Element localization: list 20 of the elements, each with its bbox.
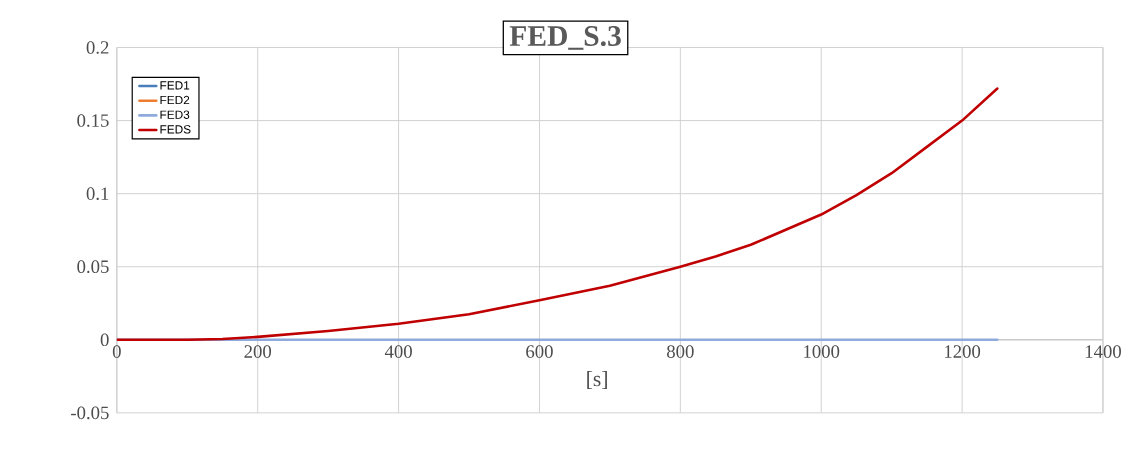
y-tick-label: 0 xyxy=(100,333,109,346)
legend-label: FEDS xyxy=(160,124,191,134)
x-tick-label: 400 xyxy=(384,345,412,358)
x-tick-label: 800 xyxy=(667,345,694,358)
y-tick-label: 0.05 xyxy=(77,260,109,273)
y-tick-label: 0.1 xyxy=(86,187,109,200)
x-tick-label: 1200 xyxy=(945,345,981,358)
legend-label: FED3 xyxy=(160,110,190,119)
x-tick-label: 200 xyxy=(244,345,272,358)
y-tick-label: 0.2 xyxy=(86,40,109,54)
x-axis-title: [s] xyxy=(587,370,607,389)
x-tick-label: 1000 xyxy=(804,345,840,358)
y-tick-label: 0.15 xyxy=(77,114,109,127)
legend-label: FED2 xyxy=(160,95,190,104)
x-tick-label: 0 xyxy=(112,345,121,358)
y-tick-label: -0.05 xyxy=(71,406,109,419)
chart-title: FED_S.3 xyxy=(509,25,621,50)
x-tick-label: 1400 xyxy=(1085,345,1121,358)
x-tick-label: 600 xyxy=(526,345,553,358)
legend-label: FED1 xyxy=(160,81,190,90)
